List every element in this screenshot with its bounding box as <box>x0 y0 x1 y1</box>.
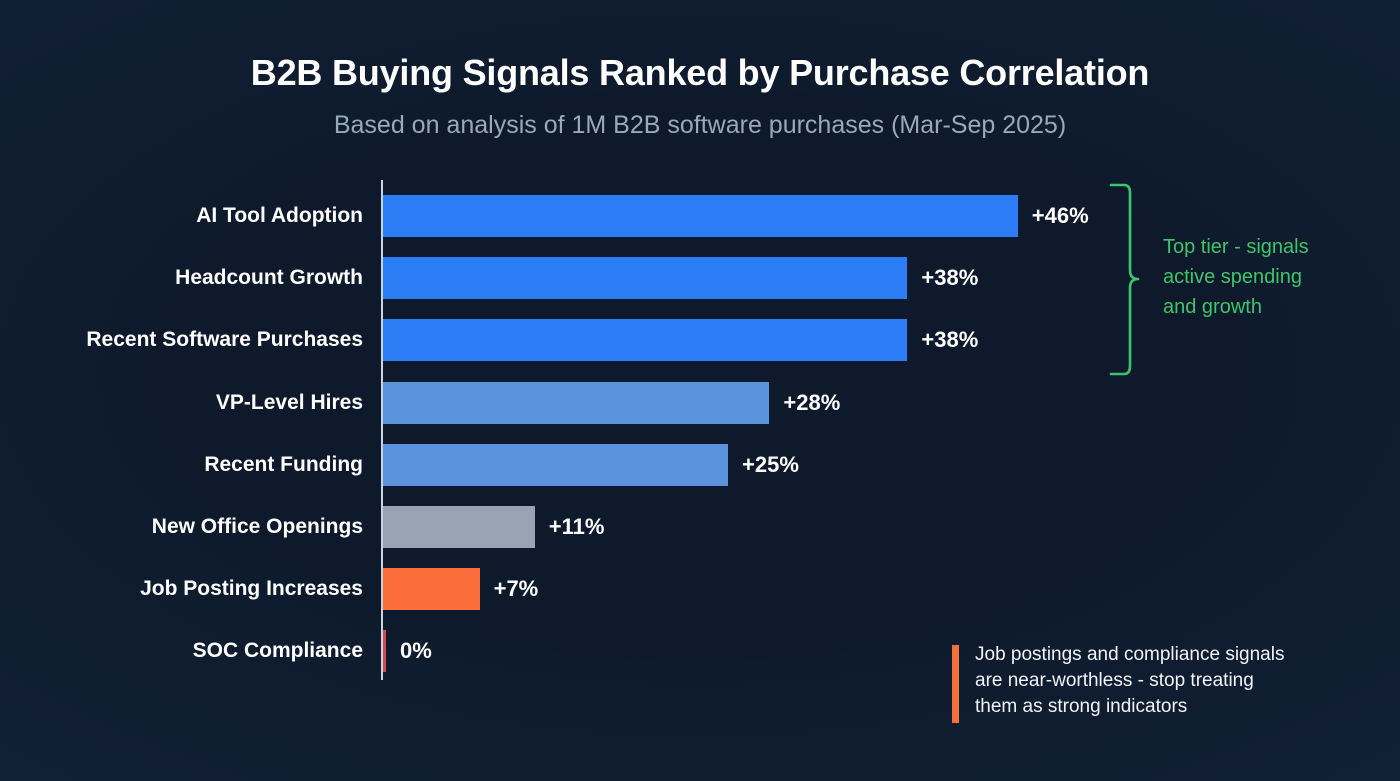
top-tier-brace <box>1105 182 1145 377</box>
bar-rect[interactable] <box>383 257 908 300</box>
bar-rect[interactable] <box>383 568 480 611</box>
bar-category-label: VP-Level Hires <box>215 390 363 414</box>
accent-bar-icon <box>952 645 959 723</box>
bar-category-label: AI Tool Adoption <box>196 204 363 227</box>
bar-rect[interactable] <box>383 195 1018 237</box>
bar-row: Headcount Growth +38% <box>0 257 1400 300</box>
bar-category-label: Job Posting Increases <box>140 577 363 601</box>
bar-rect[interactable] <box>383 319 908 362</box>
bar-rect[interactable] <box>383 443 728 486</box>
bar-row: AI Tool Adoption +46% <box>0 195 1400 237</box>
annotation-line: Top tier - signals <box>1163 236 1309 258</box>
bar-category-label: Headcount Growth <box>175 266 363 290</box>
annotation-line: active spending <box>1163 266 1302 288</box>
bottom-callout: Job postings and compliance signals are n… <box>952 642 1372 725</box>
curly-brace-icon <box>1109 183 1140 376</box>
bar-row: Recent Funding +25% <box>0 443 1400 486</box>
annotation-line: them as strong indicators <box>975 696 1188 717</box>
bar-value-label: +7% <box>493 576 539 602</box>
bar-value-label: +38% <box>921 327 979 353</box>
bar-category-label: Recent Software Purchases <box>86 328 363 352</box>
bar-rect[interactable] <box>383 381 770 424</box>
bar-category-label: SOC Compliance <box>192 639 363 663</box>
bar-value-label: +38% <box>921 265 979 291</box>
bar-rect[interactable] <box>383 506 535 548</box>
bar-value-label: +46% <box>1031 203 1089 228</box>
y-axis-line <box>381 180 383 680</box>
bar-value-label: +28% <box>783 389 841 415</box>
chart-subtitle: Based on analysis of 1M B2B software pur… <box>333 111 1067 139</box>
bar-row: New Office Openings +11% <box>0 506 1400 548</box>
annotation-line: Job postings and compliance signals <box>975 644 1285 665</box>
top-tier-annotation-text: Top tier - signals active spending and gro… <box>1163 232 1393 322</box>
chart-title: B2B Buying Signals Ranked by Purchase Co… <box>250 52 1150 93</box>
bar-row: Job Posting Increases +7% <box>0 568 1400 611</box>
annotation-line: are near-worthless - stop treating <box>975 670 1254 691</box>
bar-category-label: New Office Openings <box>151 515 363 538</box>
bar-row: VP-Level Hires +28% <box>0 381 1400 424</box>
bar-row: Recent Software Purchases +38% <box>0 319 1400 362</box>
annotation-line: and growth <box>1163 296 1262 318</box>
bar-row: SOC Compliance 0% <box>0 630 1400 673</box>
bar-rect[interactable] <box>383 630 386 673</box>
bar-value-label: +25% <box>742 451 799 477</box>
bottom-callout-text: Job postings and compliance signals are n… <box>975 642 1365 720</box>
bar-value-label: 0% <box>400 638 432 664</box>
bar-value-label: +11% <box>548 514 605 539</box>
bar-category-label: Recent Funding <box>204 452 363 476</box>
